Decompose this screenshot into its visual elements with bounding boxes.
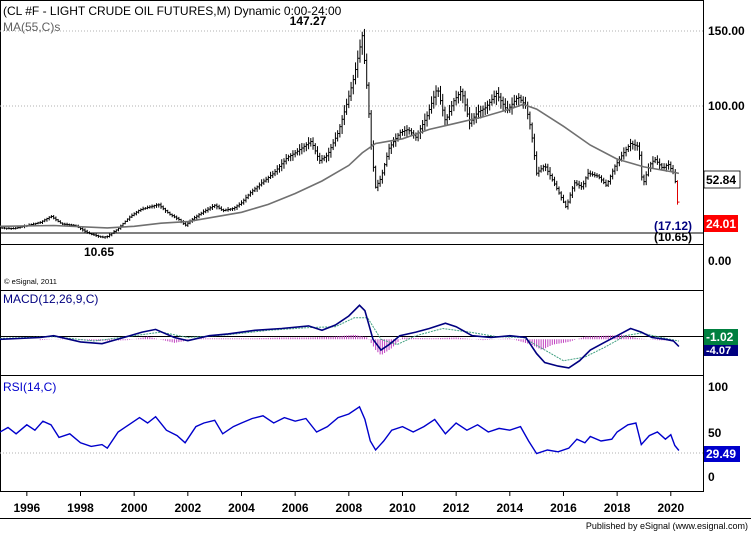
- macd-panel: [0, 290, 704, 376]
- macd-signal-line: [0, 317, 680, 362]
- ma-value-label: 52.84: [706, 173, 736, 187]
- x-axis-tick-label: 2006: [282, 501, 309, 515]
- price-bars: [0, 28, 680, 239]
- x-axis-tick-label: 2002: [174, 501, 201, 515]
- level-label-10: (10.65): [654, 230, 692, 244]
- rsi-value-label: 29.49: [706, 447, 736, 461]
- macd-line: [0, 304, 680, 369]
- rsi-tick-label-100: 100: [708, 380, 728, 394]
- macd-title: MACD(12,26,9,C): [3, 292, 98, 306]
- macd-value-label: -4.07: [706, 345, 731, 357]
- macd-value-box: [704, 345, 738, 356]
- ma-indicator-label: MA(55,C)s: [3, 20, 60, 34]
- copyright-label: © eSignal, 2011: [4, 277, 57, 286]
- x-axis-tick-label: 1996: [13, 501, 40, 515]
- footer-credit: Published by eSignal (www.esignal.com): [586, 521, 748, 531]
- ma-55-line: [0, 103, 680, 229]
- y-tick-label-150: 150.00: [708, 24, 745, 38]
- x-axis-tick-label: 2004: [228, 501, 255, 515]
- x-axis-tick-label: 2016: [550, 501, 577, 515]
- x-axis-tick-label: 2018: [604, 501, 631, 515]
- last-price-box: [704, 215, 738, 232]
- x-axis-tick-label: 2012: [443, 501, 470, 515]
- x-axis-tick-label: 2010: [389, 501, 416, 515]
- rsi-panel: [0, 375, 704, 492]
- x-axis-tick-label: 2008: [335, 501, 362, 515]
- level-label-17: (17.12): [654, 219, 692, 233]
- x-axis-tick-label: 2020: [657, 501, 684, 515]
- rsi-title: RSI(14,C): [3, 380, 56, 394]
- macd-signal-value-box: [704, 329, 738, 345]
- x-axis-tick-label: 1998: [67, 501, 94, 515]
- y-tick-label-100: 100.00: [708, 99, 745, 113]
- price-panel: [0, 0, 704, 291]
- x-axis-tick-label: 2014: [496, 501, 523, 515]
- macd-signal-value-label: -1.02: [706, 330, 734, 344]
- rsi-tick-label-0: 0: [708, 470, 715, 484]
- ma-value-box: [703, 170, 741, 189]
- x-axis-tick-label: 2000: [121, 501, 148, 515]
- macd-histogram: [39, 334, 674, 355]
- high-annotation: 147.27: [290, 14, 327, 28]
- x-axis-ticks: 1996 1998 2000 2002 2004 2006 2008 2010 2012 2014…: [13, 491, 684, 515]
- low-annotation: 10.65: [84, 245, 114, 259]
- chart-title: (CL #F - LIGHT CRUDE OIL FUTURES,M) Dyna…: [3, 4, 342, 18]
- rsi-line: [0, 405, 680, 455]
- rsi-tick-label-50: 50: [708, 426, 722, 440]
- last-price-label: 24.01: [706, 217, 736, 231]
- y-tick-label-0: 0.00: [708, 254, 732, 268]
- rsi-value-box: [704, 446, 740, 462]
